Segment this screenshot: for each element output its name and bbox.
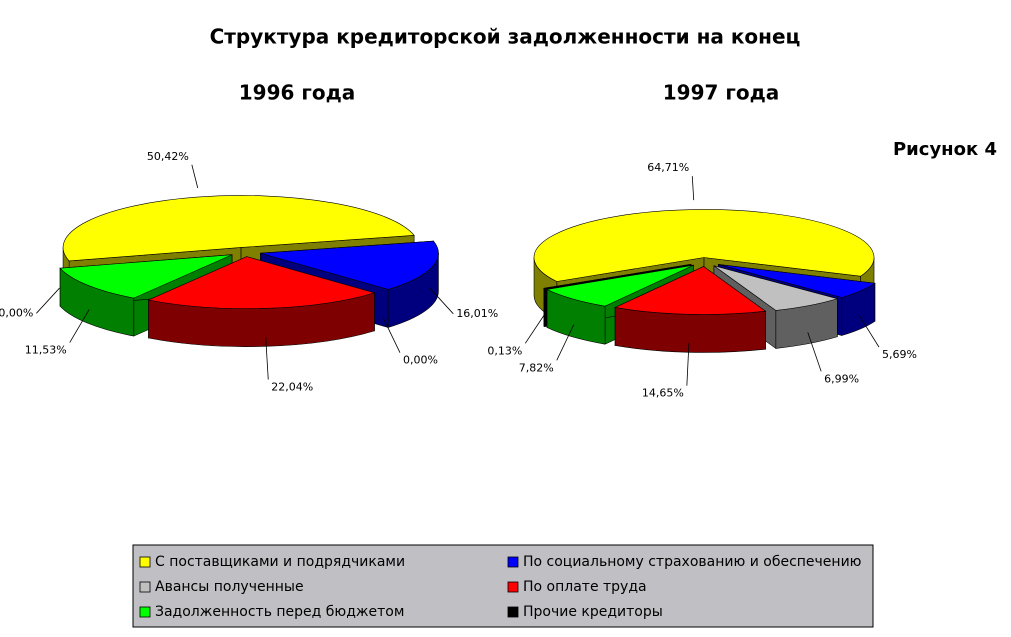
slice xyxy=(147,256,376,309)
leader-line xyxy=(382,316,401,353)
pie-title: 1996 года xyxy=(239,81,355,105)
legend-swatch xyxy=(507,606,519,618)
slice xyxy=(713,265,839,311)
legend-swatch xyxy=(139,581,151,593)
leader-line xyxy=(691,176,695,201)
pie xyxy=(533,209,876,353)
leader-line xyxy=(858,314,880,348)
data-label: 0,13% xyxy=(487,344,522,357)
leader-line xyxy=(807,332,822,372)
leader-line xyxy=(429,288,454,315)
data-label: 5,69% xyxy=(882,348,917,361)
data-label: 14,65% xyxy=(642,387,684,400)
legend-label: По оплате труда xyxy=(523,579,647,595)
leader-line xyxy=(265,336,269,380)
legend-box xyxy=(132,544,874,628)
data-label: 64,71% xyxy=(647,161,689,174)
legend-label: Прочие кредиторы xyxy=(523,604,663,620)
slice xyxy=(62,195,415,262)
leader-line xyxy=(191,164,199,189)
leader-line xyxy=(524,311,547,344)
leader-line xyxy=(36,287,60,314)
legend-swatch xyxy=(507,581,519,593)
figure-label: Рисунок 4 xyxy=(893,139,997,160)
slice xyxy=(260,240,439,290)
pie-title: 1997 года xyxy=(663,81,779,105)
legend-label: Авансы полученные xyxy=(155,579,304,595)
slice-wall xyxy=(543,287,545,328)
slice xyxy=(614,266,767,315)
data-label: 0,00% xyxy=(403,354,438,367)
data-label: 22,04% xyxy=(271,380,313,393)
pie xyxy=(59,195,439,347)
leader-line xyxy=(69,309,90,343)
data-label: 7,82% xyxy=(519,361,554,374)
data-label: 6,99% xyxy=(824,372,859,385)
data-label: 0,00% xyxy=(0,306,33,319)
data-label: 50,42% xyxy=(147,150,189,163)
legend-swatch xyxy=(507,556,519,568)
slice xyxy=(542,263,692,289)
legend-swatch xyxy=(139,606,151,618)
legend-swatch xyxy=(139,556,151,568)
slice xyxy=(546,264,694,307)
data-label: 16,01% xyxy=(456,307,498,320)
data-label: 11,53% xyxy=(25,344,67,357)
slice xyxy=(533,209,875,282)
leader-line xyxy=(686,342,690,386)
legend-label: Задолженность перед бюджетом xyxy=(155,604,404,620)
chart-title: Структура кредиторской задолженности на … xyxy=(210,25,801,49)
legend-label: По социальному страхованию и обеспечению xyxy=(523,554,862,570)
slice xyxy=(718,264,876,298)
slice xyxy=(59,254,233,299)
legend-label: С поставщиками и подрядчиками xyxy=(155,554,405,570)
leader-line xyxy=(556,324,575,361)
